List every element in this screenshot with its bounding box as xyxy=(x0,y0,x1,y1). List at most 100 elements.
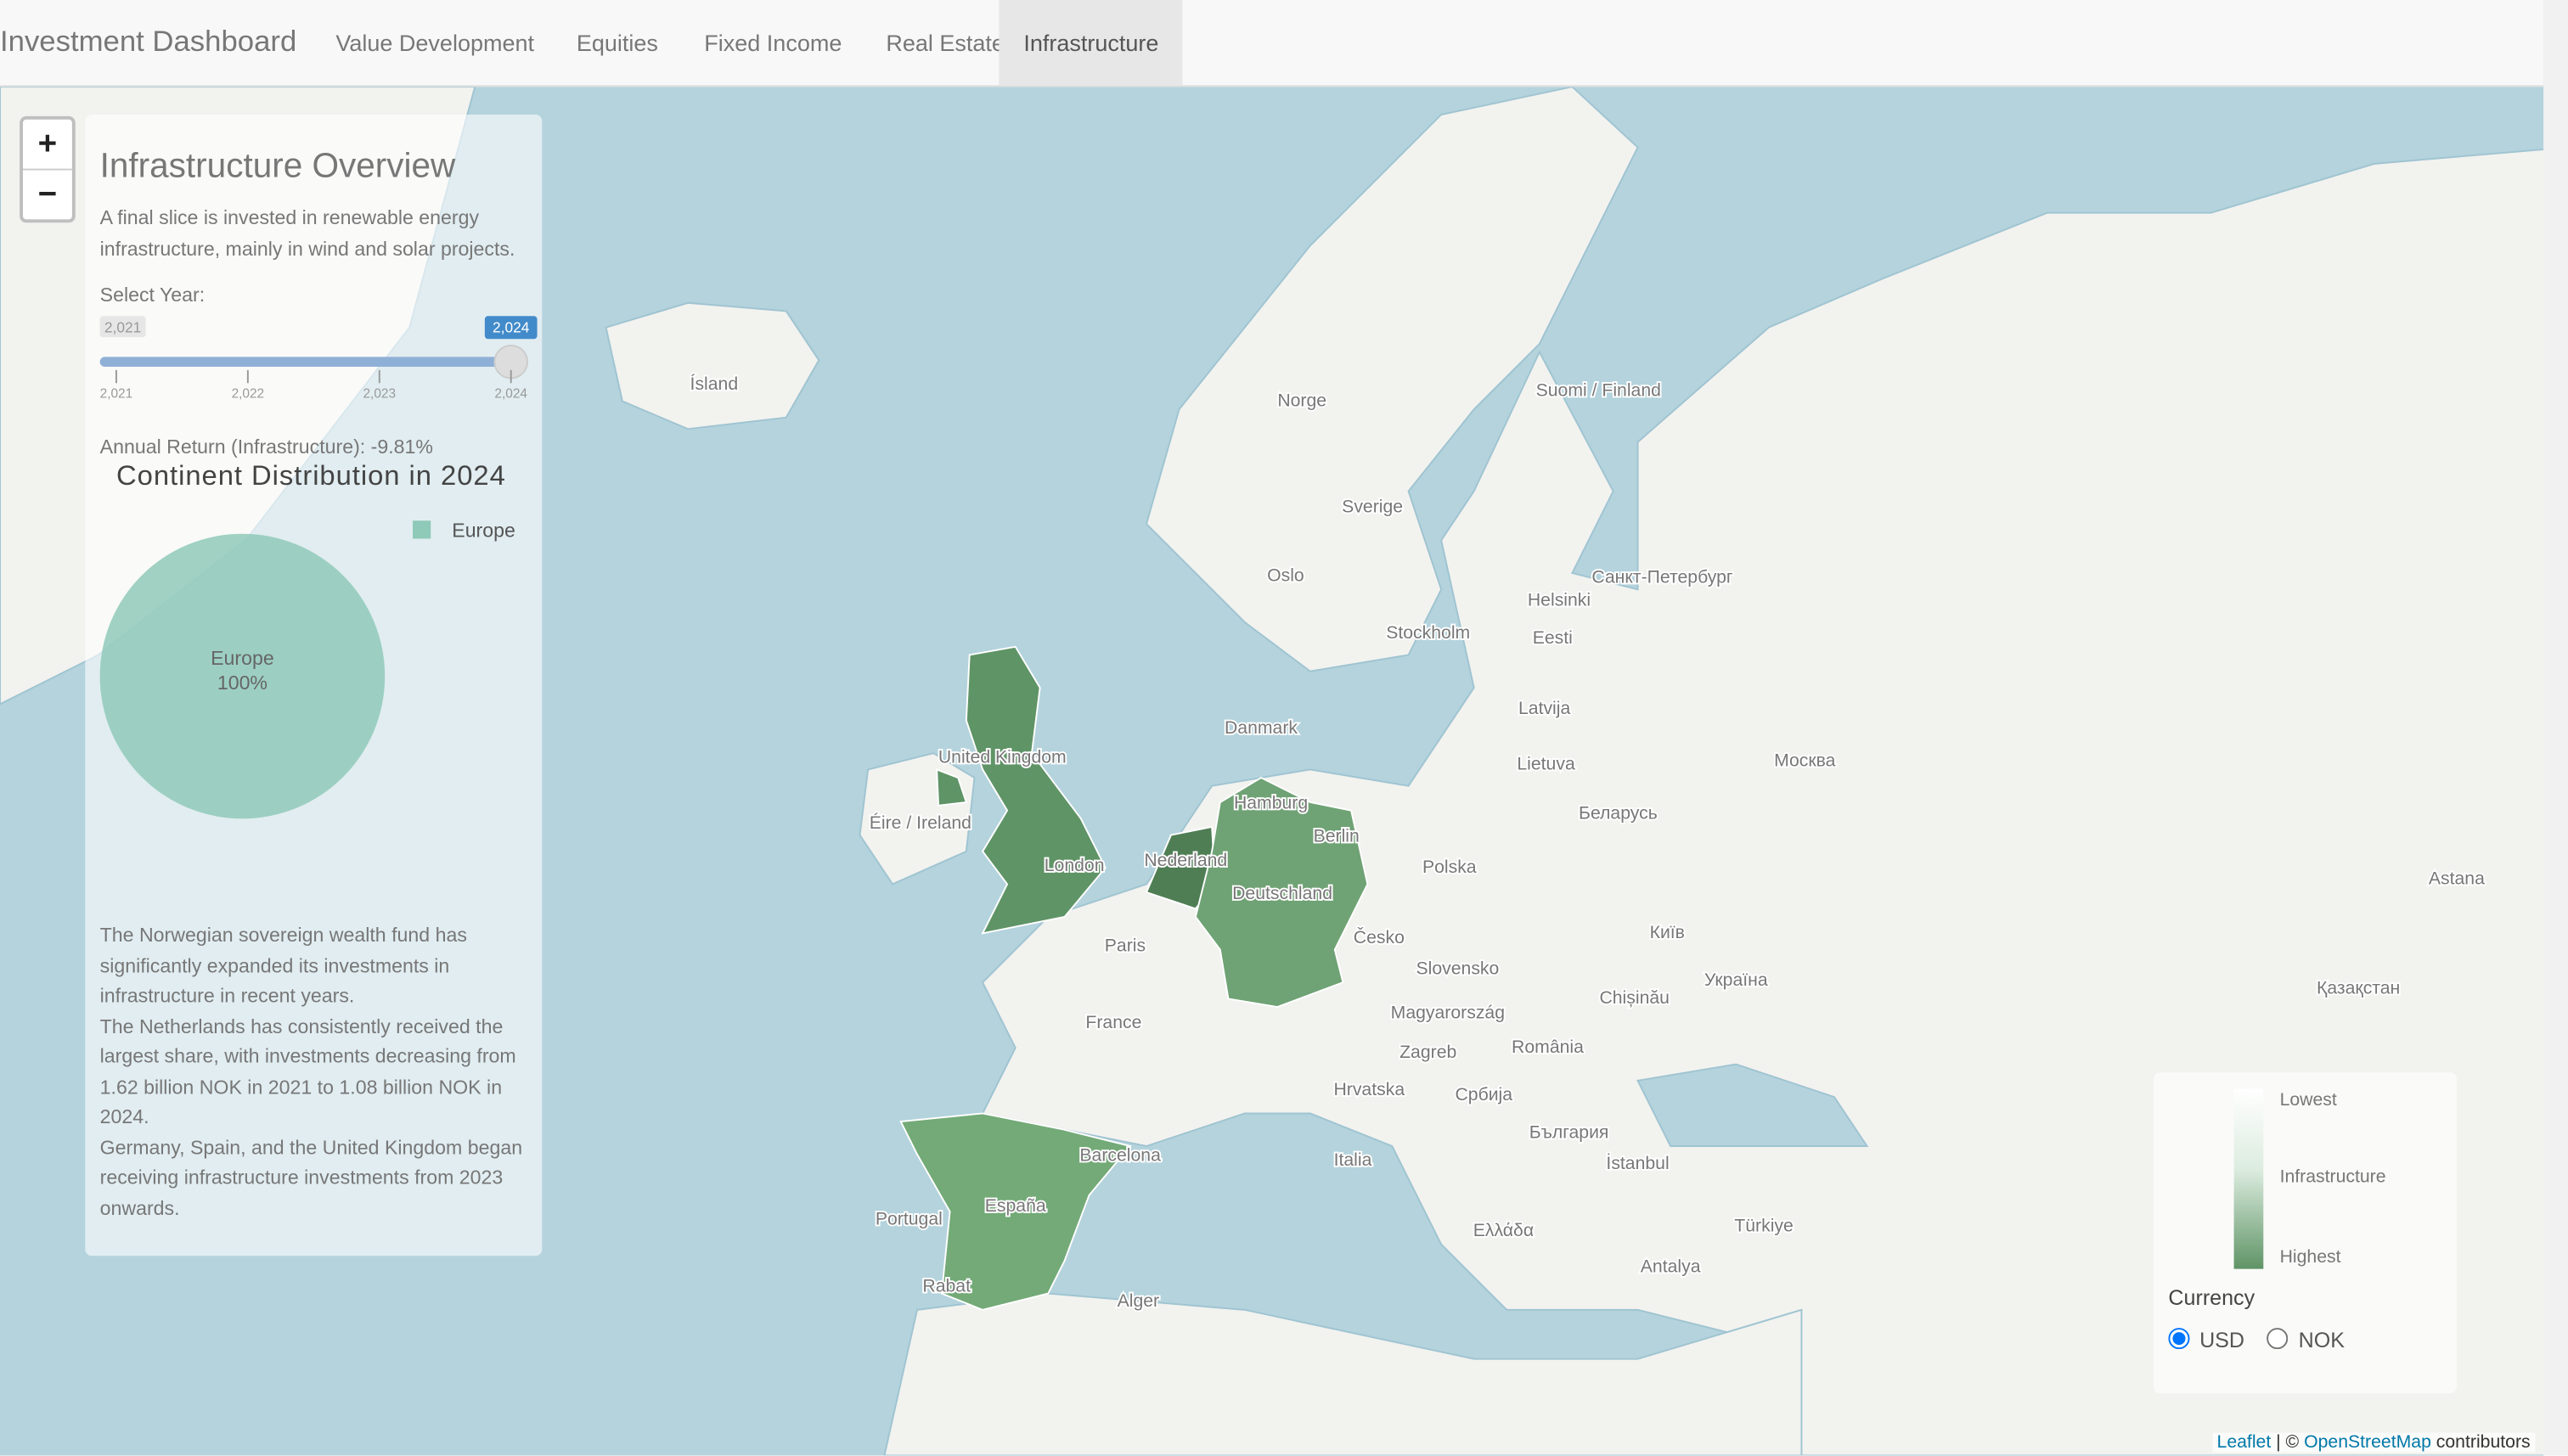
country-spain xyxy=(899,1112,1132,1311)
legend-label: Lowest xyxy=(2279,1090,2337,1110)
map-label: Eesti xyxy=(1533,628,1573,648)
slice-value-label: 100% xyxy=(217,672,268,694)
map-label: Москва xyxy=(1774,751,1836,771)
map-label: İstanbul xyxy=(1606,1153,1669,1173)
land xyxy=(1636,1063,1869,1147)
note: Germany, Spain, and the United Kingdom b… xyxy=(99,1135,523,1219)
map-label: Barcelona xyxy=(1079,1145,1161,1165)
map-label: Éire / Ireland xyxy=(870,812,971,833)
nav-item[interactable]: Value Development xyxy=(335,29,535,56)
map-label: Rabat xyxy=(922,1277,971,1296)
zoom-control: + − xyxy=(20,115,76,223)
map-label: United Kingdom xyxy=(938,748,1067,767)
map-label: Lietuva xyxy=(1517,754,1575,773)
land xyxy=(883,1292,1803,1456)
slider-tick-label: 2,024 xyxy=(494,387,527,402)
pie-slice xyxy=(99,533,386,819)
map-label: Zagreb xyxy=(1399,1043,1456,1062)
map-label: Київ xyxy=(1650,923,1685,942)
attribution: Leaflet | © OpenStreetMap contributors xyxy=(2211,1432,2536,1453)
map-label: Nederland xyxy=(1144,851,1227,870)
map-label: Türkiye xyxy=(1734,1216,1794,1235)
year-slider[interactable]: 2,021 2,024 2,021 2,022 2,023 2,024 xyxy=(85,311,542,409)
map-label: Санкт-Петербург xyxy=(1591,568,1733,587)
map-label: Беларусь xyxy=(1579,803,1658,823)
map-label: Alger xyxy=(1118,1291,1160,1311)
land xyxy=(605,301,820,430)
map-label: България xyxy=(1529,1122,1609,1142)
map-label: Slovensko xyxy=(1416,958,1500,978)
note: The Netherlands has consistently receive… xyxy=(99,1014,516,1128)
map-label: Polska xyxy=(1422,857,1477,877)
pie-title: Continent Distribution in 2024 xyxy=(116,459,506,491)
map-label: Stockholm xyxy=(1386,623,1470,643)
pie-chart: Continent Distribution in 2024 Europe 100%… xyxy=(99,459,515,819)
map-label: Berlin xyxy=(1314,826,1360,846)
note: The Norwegian sovereign wealth fund has … xyxy=(99,923,467,1008)
brand[interactable]: Investment Dashboard xyxy=(0,24,297,58)
slider-tick-label: 2,021 xyxy=(100,387,133,402)
select-label: Select Year: xyxy=(99,283,206,306)
map-label: Oslo xyxy=(1267,566,1304,586)
currency-title: Currency xyxy=(2168,1285,2255,1310)
map-label: Србија xyxy=(1455,1085,1512,1105)
map-label: Ísland xyxy=(690,373,739,394)
slider-value-label: 2,024 xyxy=(493,318,530,335)
legend-label: Infrastructure xyxy=(2279,1167,2386,1188)
map-label: Қазақстан xyxy=(2317,979,2400,998)
radio-label: USD xyxy=(2199,1328,2245,1352)
currency-option[interactable]: USD xyxy=(2168,1328,2244,1352)
nav-item[interactable]: Fixed Income xyxy=(704,29,842,56)
nav-item[interactable]: Real Estate xyxy=(886,29,1005,56)
map-label: Hamburg xyxy=(1234,794,1308,813)
map-label: Deutschland xyxy=(1232,884,1332,903)
slider-tick-label: 2,022 xyxy=(232,387,265,402)
map-label: Paris xyxy=(1105,936,1146,955)
navbar: Investment Dashboard Value Development Eq… xyxy=(0,0,2544,87)
legend-label: Highest xyxy=(2279,1247,2341,1268)
currency-option[interactable]: NOK xyxy=(2267,1328,2345,1352)
map-label: London xyxy=(1045,856,1105,875)
slider-min-label: 2,021 xyxy=(104,318,141,335)
radio-button[interactable] xyxy=(2168,1328,2190,1350)
scrollbar[interactable] xyxy=(2543,0,2568,1456)
map-label: France xyxy=(1085,1013,1141,1032)
map-label: Portugal xyxy=(876,1210,943,1229)
map-label: Chișinău xyxy=(1599,988,1670,1008)
map-label: Hrvatska xyxy=(1333,1080,1405,1099)
color-ramp xyxy=(2233,1088,2264,1269)
legend-label: Europe xyxy=(452,520,515,542)
radio-button[interactable] xyxy=(2267,1328,2289,1350)
land xyxy=(1145,86,1639,672)
slider-tick-label: 2,023 xyxy=(363,387,397,402)
zoom-out[interactable]: − xyxy=(37,177,58,213)
map-label: România xyxy=(1512,1037,1584,1057)
map-legend: Lowest Infrastructure Highest Currency U… xyxy=(2154,1072,2457,1394)
notes: The Norwegian sovereign wealth fund has … xyxy=(100,920,529,1223)
map-label: Ελλάδα xyxy=(1473,1221,1534,1240)
radio-label: NOK xyxy=(2298,1328,2345,1352)
map-label: Danmark xyxy=(1225,718,1298,738)
panel-title: Infrastructure Overview xyxy=(99,147,456,185)
nav-item[interactable]: Infrastructure xyxy=(999,0,1184,86)
annual-return: Annual Return (Infrastructure): -9.81% xyxy=(99,435,433,458)
map-label: Italia xyxy=(1334,1150,1372,1170)
map-label: Helsinki xyxy=(1528,591,1591,610)
map-label: Antalya xyxy=(1641,1256,1701,1276)
legend-swatch xyxy=(412,520,431,539)
side-panel: Infrastructure Overview A final slice is… xyxy=(85,114,543,1256)
currency-options: USD NOK xyxy=(2168,1328,2345,1352)
slice-label: Europe xyxy=(211,647,274,669)
country-uk xyxy=(936,645,1107,935)
osm-link[interactable]: OpenStreetMap xyxy=(2304,1432,2431,1453)
leaflet-link[interactable]: Leaflet xyxy=(2216,1432,2272,1453)
map-label: Suomi / Finland xyxy=(1536,381,1661,401)
attribution-suffix: contributors xyxy=(2436,1432,2531,1453)
map-label: Україна xyxy=(1704,970,1768,990)
map-label: Magyarország xyxy=(1391,1003,1505,1023)
zoom-in[interactable]: + xyxy=(22,120,72,171)
nav-item[interactable]: Equities xyxy=(576,29,658,56)
map-label: Česko xyxy=(1354,926,1405,947)
